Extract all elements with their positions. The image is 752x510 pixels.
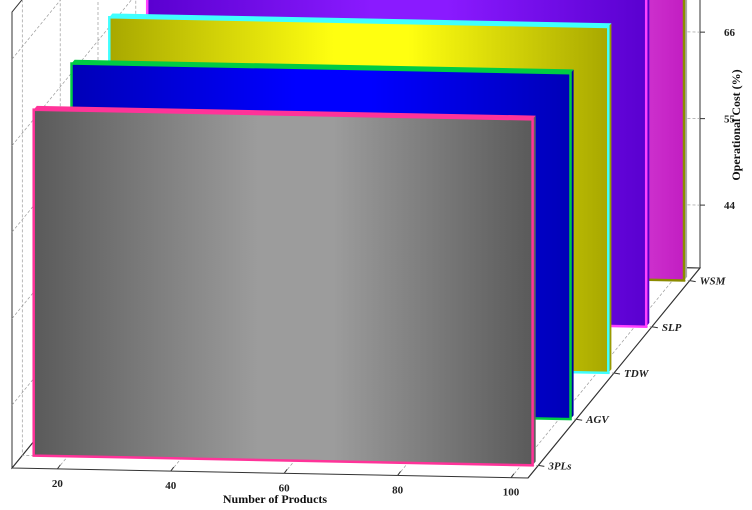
- z-tick-label: 44: [724, 200, 736, 212]
- x-tick-label: 80: [392, 484, 404, 496]
- z-tick-label: 66: [724, 27, 736, 39]
- category-label: SLP: [662, 322, 682, 334]
- x-tick-mark: [397, 471, 401, 476]
- wall-front-face: [32, 108, 534, 467]
- category-label: WSM: [700, 276, 727, 288]
- category-tick-mark: [576, 418, 583, 421]
- x-tick-mark: [170, 466, 175, 472]
- x-tick-mark: [510, 473, 515, 478]
- x-tick-label: 100: [503, 487, 520, 499]
- x-tick-label: 20: [52, 478, 64, 490]
- chart-walls: [32, 0, 688, 467]
- x-axis-title: Number of Products: [223, 492, 328, 506]
- chart-ticks: 20406080100WSMSLPTDWAGV3PLs4455667788: [52, 27, 736, 499]
- category-tick-mark: [538, 464, 545, 467]
- z-axis-title: Operational Cost (%): [729, 69, 743, 180]
- wall-3pls: [32, 105, 536, 467]
- category-tick-mark: [613, 372, 621, 375]
- x-tick-label: 40: [165, 480, 177, 492]
- category-tick-mark: [651, 326, 658, 329]
- x-tick-label: 60: [279, 482, 291, 494]
- category-label: 3PLs: [547, 460, 571, 472]
- x-tick-mark: [283, 468, 288, 474]
- z-grid-line: [11, 0, 132, 146]
- category-label: TDW: [624, 368, 650, 380]
- category-tick-mark: [689, 280, 696, 283]
- z-tick-label: 55: [724, 114, 736, 126]
- x-tick-mark: [56, 464, 61, 470]
- category-label: AGV: [585, 414, 610, 426]
